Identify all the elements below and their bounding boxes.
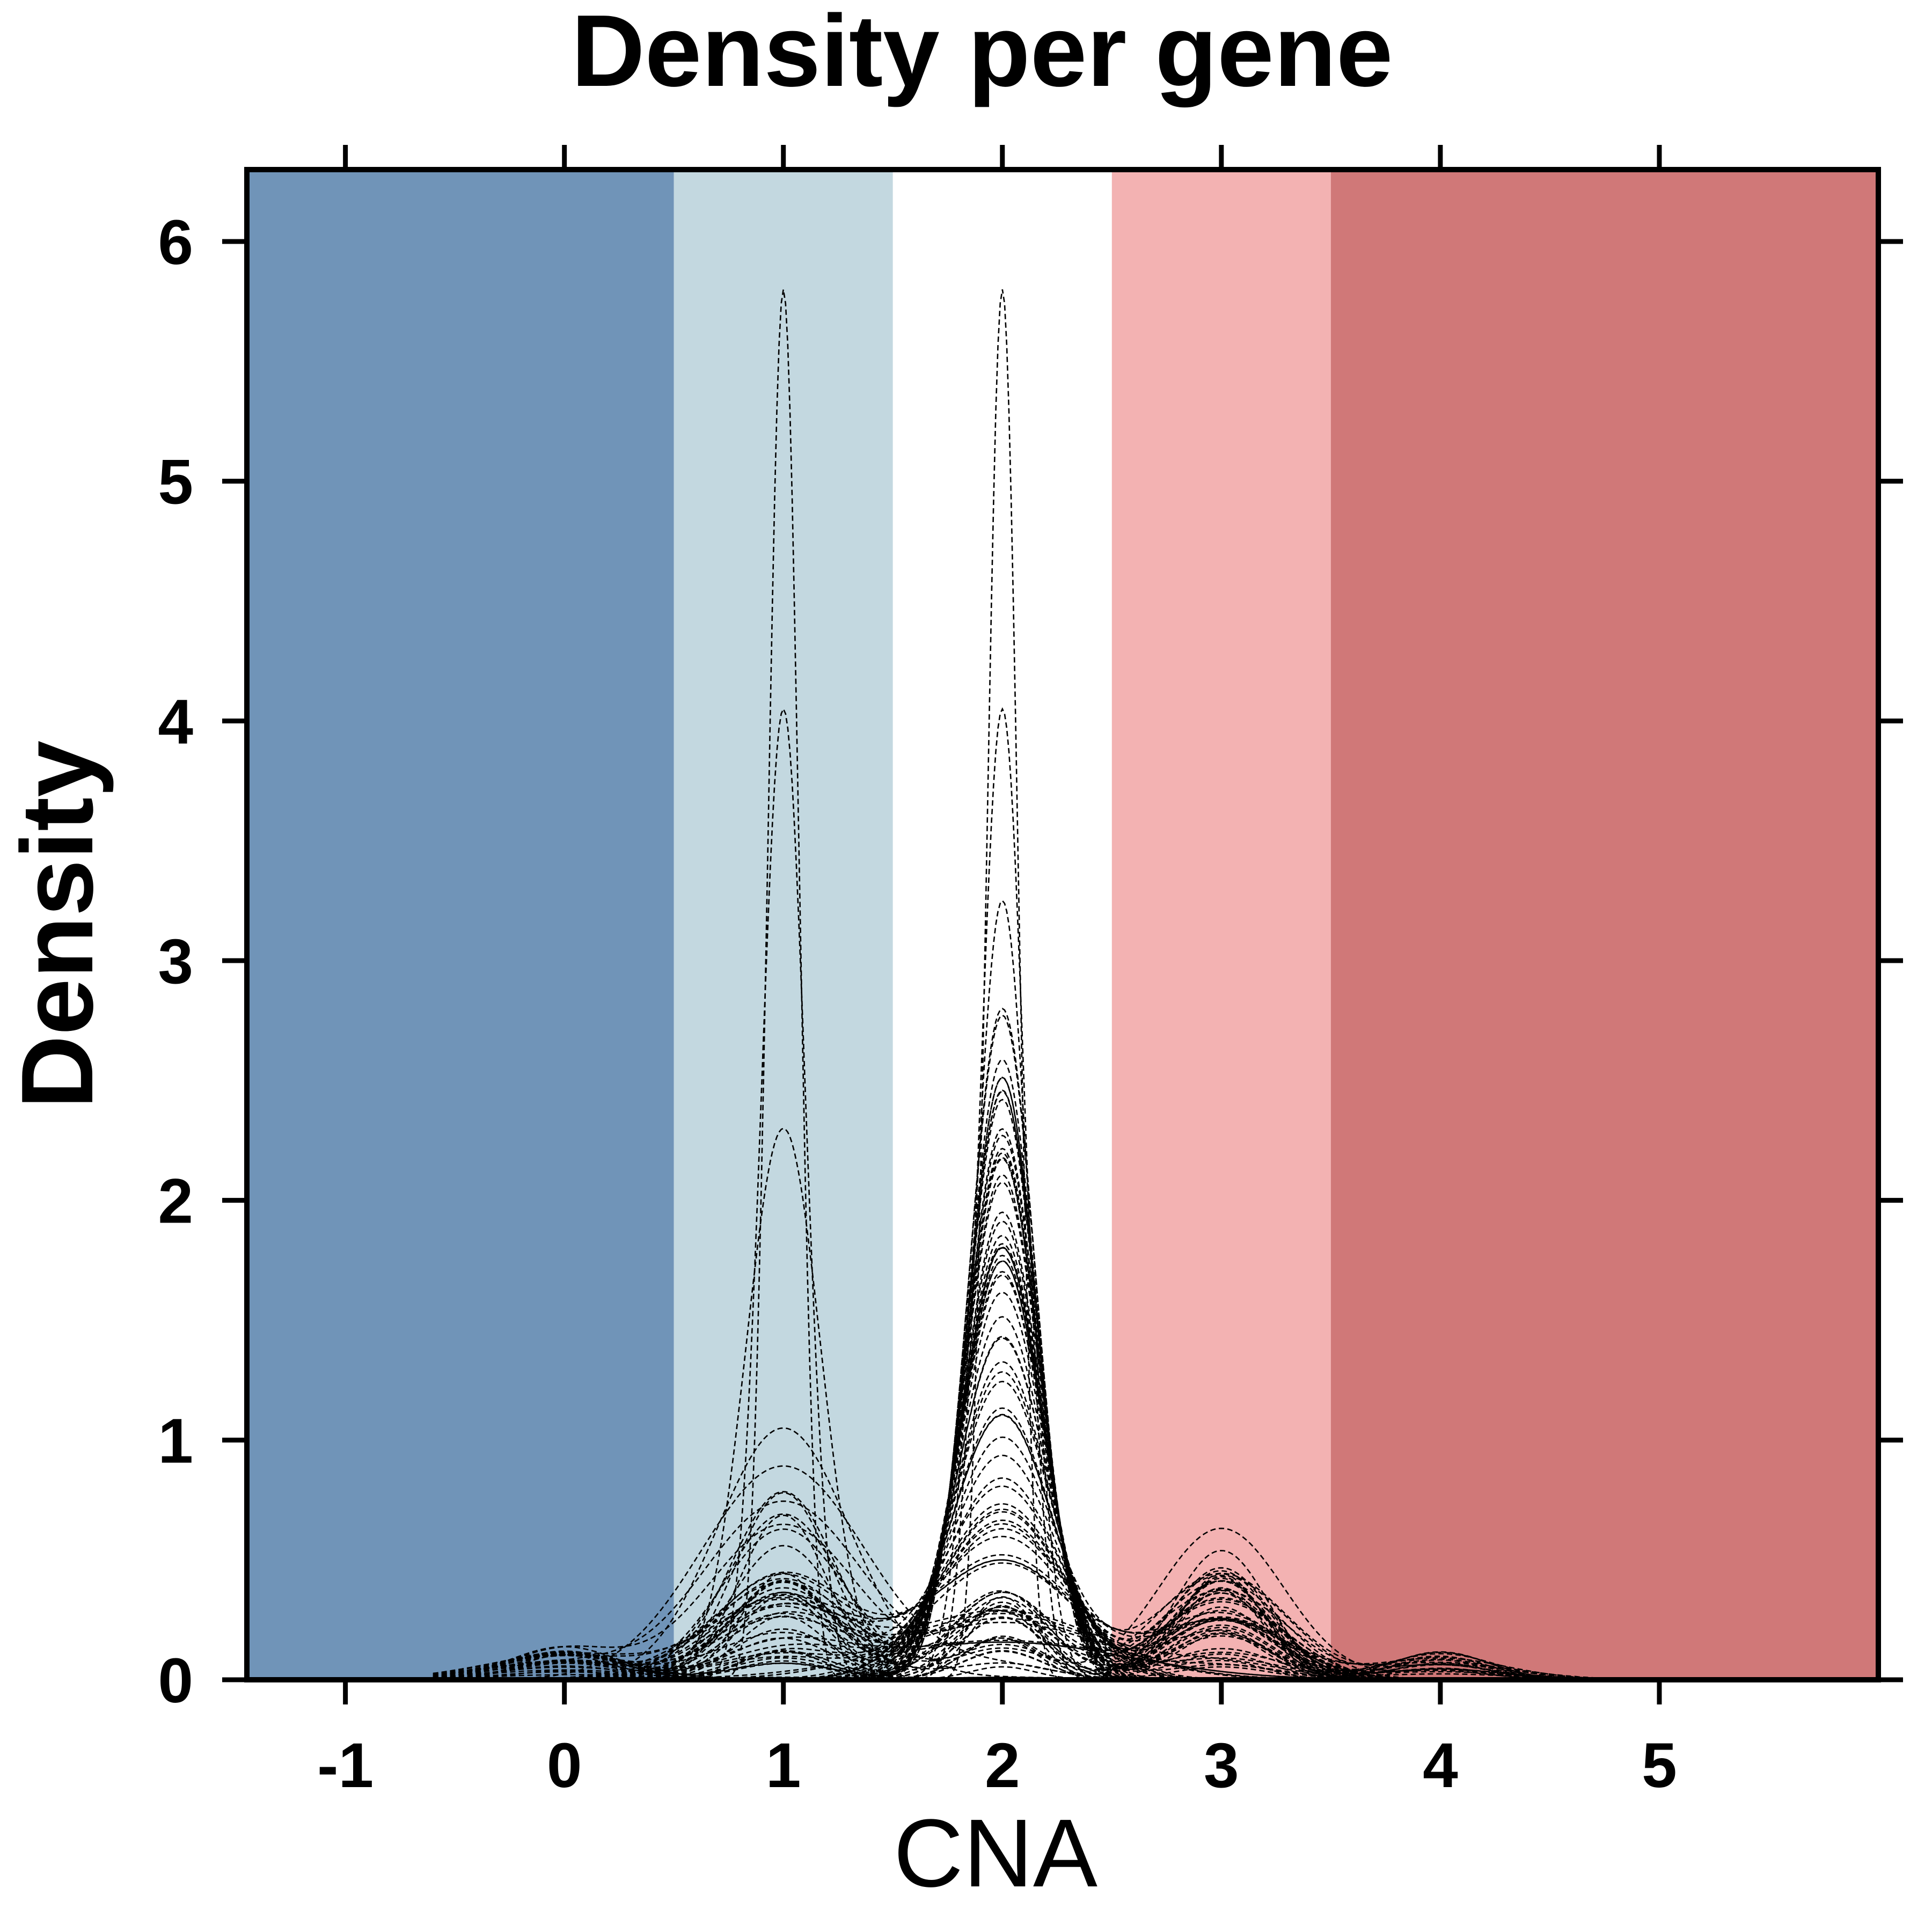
density-curve-49 [433, 1274, 1659, 1681]
y-tick-label: 0 [158, 1645, 193, 1716]
background-band-3 [1111, 170, 1331, 1680]
density-curve-63 [433, 1152, 1659, 1681]
density-curve-82 [433, 1601, 1659, 1681]
y-tick-label: 2 [158, 1166, 193, 1237]
y-tick-label: 6 [158, 207, 193, 278]
background-band-2 [892, 170, 1112, 1680]
density-curve-52 [433, 1174, 1659, 1681]
density-curve-46 [433, 1414, 1659, 1681]
density-curve-39 [433, 1337, 1659, 1681]
background-band-0 [247, 170, 674, 1680]
density-curve-70 [433, 1605, 1659, 1681]
x-axis-label: CNA [894, 1799, 1097, 1907]
x-tick-label: 3 [1204, 1730, 1239, 1801]
y-tick-label: 4 [158, 686, 193, 757]
density-curve-60 [433, 1519, 1659, 1681]
x-tick-label: 4 [1423, 1730, 1458, 1801]
density-curve-16 [433, 1380, 1659, 1681]
density-curve-81 [433, 1605, 1659, 1681]
density-curve-35 [433, 1211, 1659, 1681]
density-curve-86 [433, 1528, 1659, 1681]
background-band-1 [674, 170, 893, 1680]
density-curve-61 [433, 1220, 1659, 1681]
density-curve-55 [433, 1407, 1659, 1681]
x-tick-label: 0 [547, 1730, 582, 1801]
background-bands [247, 170, 1878, 1680]
x-tick-label: 1 [766, 1730, 801, 1801]
x-tick-label: 2 [985, 1730, 1020, 1801]
density-curve-69 [433, 1523, 1659, 1681]
y-tick-label: 3 [158, 926, 193, 997]
y-axis-ticks: 0 1 2 3 4 5 6 [158, 207, 1903, 1716]
background-band-4 [1330, 170, 1878, 1680]
density-curve-22 [433, 1247, 1659, 1681]
y-tick-label: 1 [158, 1406, 193, 1476]
plot-frame [244, 167, 1881, 1682]
density-curve-34 [433, 1621, 1659, 1681]
y-tick-label: 5 [158, 447, 193, 518]
y-axis-label: Density [1, 741, 114, 1109]
density-curve-42 [433, 1247, 1659, 1681]
x-tick-label: -1 [317, 1730, 374, 1801]
density-curve-28 [433, 1371, 1659, 1681]
density-curve-48 [433, 1562, 1659, 1681]
density-curve-80 [433, 1616, 1659, 1681]
x-axis-ticks: -1 0 1 2 3 4 5 [317, 145, 1677, 1801]
chart-title: Density per gene [571, 0, 1393, 108]
density-curve-50 [433, 1528, 1659, 1681]
density-curve-84 [433, 1527, 1659, 1681]
x-tick-label: 5 [1642, 1730, 1677, 1801]
